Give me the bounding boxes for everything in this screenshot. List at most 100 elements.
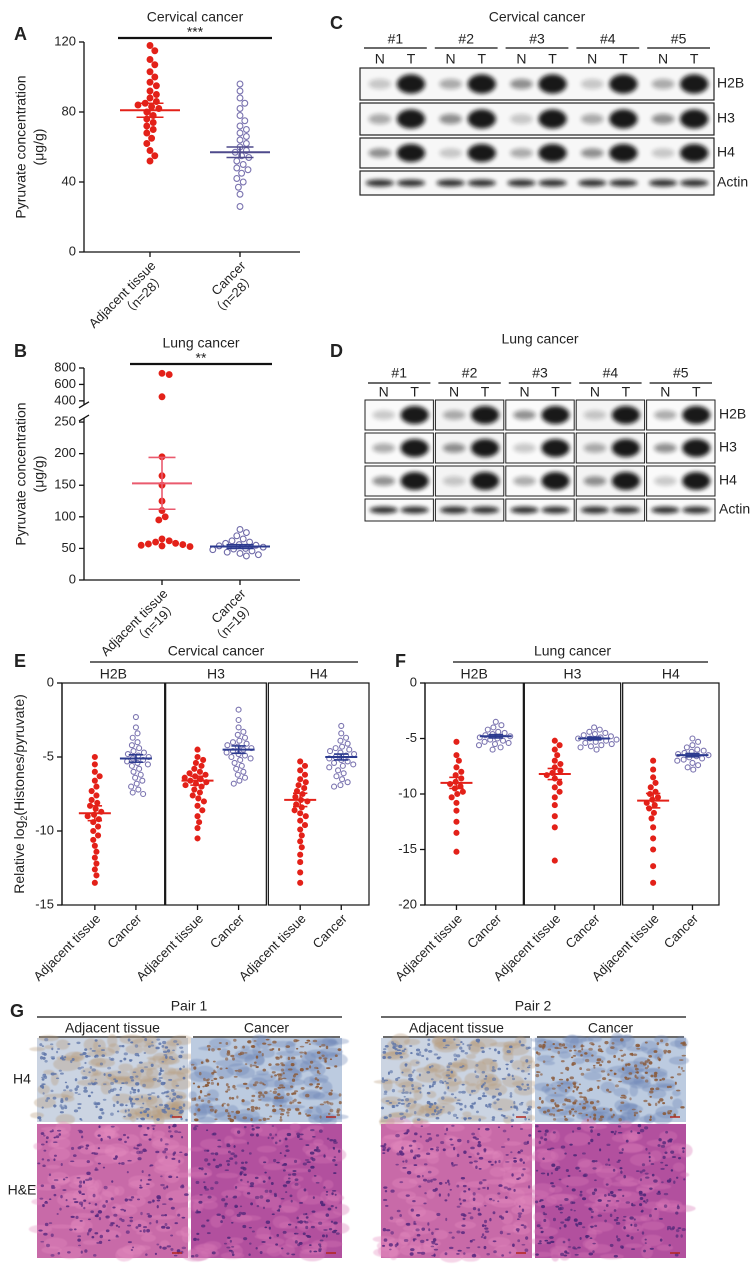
blot-band xyxy=(609,180,637,187)
tissue-nucleus xyxy=(66,1085,69,1088)
tissue-nucleus xyxy=(620,1096,624,1098)
tissue-nucleus xyxy=(596,1062,601,1064)
data-point xyxy=(685,765,690,770)
tissue-nucleus xyxy=(110,1113,114,1116)
data-point xyxy=(225,743,230,748)
tissue-texture xyxy=(259,1156,269,1165)
tissue-nucleus xyxy=(181,1184,184,1187)
tissue-nucleus xyxy=(399,1181,403,1183)
subplot-frame xyxy=(268,683,369,905)
tissue-nucleus xyxy=(140,1179,142,1181)
tissue-nucleus xyxy=(564,1198,568,1201)
data-point xyxy=(239,170,245,176)
tissue-nucleus xyxy=(517,1068,520,1070)
tissue-nucleus xyxy=(303,1232,306,1235)
tissue-nucleus xyxy=(453,1114,457,1117)
tissue-nucleus xyxy=(592,1106,596,1109)
tissue-nucleus xyxy=(600,1115,604,1118)
tissue-nucleus xyxy=(404,1239,409,1242)
tissue-texture xyxy=(673,1163,685,1172)
y-tick-label: -5 xyxy=(405,730,417,745)
tissue-nucleus xyxy=(494,1048,497,1051)
tissue-nucleus xyxy=(588,1048,592,1051)
subplot-title: H3 xyxy=(564,666,582,682)
tissue-nucleus xyxy=(429,1106,432,1108)
blot-band xyxy=(649,180,677,187)
tissue-texture xyxy=(298,1091,325,1100)
tissue-texture xyxy=(236,1067,255,1078)
tissue-nucleus xyxy=(204,1149,207,1151)
tissue-nucleus xyxy=(227,1086,230,1088)
data-point xyxy=(455,792,460,797)
tissue-nucleus xyxy=(620,1038,624,1041)
data-point xyxy=(237,137,243,143)
tissue-nucleus xyxy=(623,1216,626,1218)
tissue-nucleus xyxy=(384,1090,387,1093)
tissue-nucleus xyxy=(98,1163,101,1165)
tissue-nucleus xyxy=(618,1125,621,1127)
tissue-texture xyxy=(165,1145,190,1154)
tissue-nucleus xyxy=(454,1058,457,1061)
tissue-nucleus xyxy=(319,1129,323,1133)
data-point xyxy=(493,719,498,724)
tissue-nucleus xyxy=(495,1161,497,1164)
tissue-nucleus xyxy=(428,1050,432,1053)
tissue-texture xyxy=(644,1114,655,1124)
tissue-texture xyxy=(241,1045,250,1050)
tissue-nucleus xyxy=(501,1254,504,1256)
tissue-nucleus xyxy=(454,1078,456,1081)
tissue-nucleus xyxy=(43,1134,45,1136)
tissue-nucleus xyxy=(385,1190,388,1192)
tissue-nucleus xyxy=(474,1070,476,1073)
row-label: H2B xyxy=(719,406,746,422)
blot-band xyxy=(471,439,499,457)
tissue-nucleus xyxy=(518,1215,521,1218)
data-point xyxy=(147,57,153,63)
tissue-nucleus xyxy=(607,1200,611,1202)
tissue-nucleus xyxy=(130,1041,133,1043)
tissue-texture xyxy=(273,1216,291,1229)
tissue-nucleus xyxy=(88,1071,90,1073)
tissue-nucleus xyxy=(273,1159,276,1162)
tissue-nucleus xyxy=(610,1214,613,1217)
tissue-nucleus xyxy=(402,1085,406,1087)
tissue-nucleus xyxy=(98,1045,101,1047)
tissue-texture xyxy=(491,1099,516,1112)
data-point xyxy=(241,769,246,774)
data-point xyxy=(144,130,150,136)
tissue-nucleus xyxy=(199,1072,202,1076)
data-point xyxy=(298,777,303,782)
tissue-nucleus xyxy=(604,1220,607,1223)
data-point xyxy=(234,533,240,539)
tissue-nucleus xyxy=(661,1145,665,1148)
data-point xyxy=(552,795,557,800)
tissue-texture xyxy=(256,1227,270,1240)
tissue-nucleus xyxy=(579,1067,582,1070)
tissue-nucleus xyxy=(212,1251,216,1254)
lane-label: N xyxy=(516,51,526,67)
tissue-nucleus xyxy=(634,1224,638,1227)
tissue-nucleus xyxy=(521,1224,525,1226)
tissue-nucleus xyxy=(516,1086,519,1088)
tissue-texture xyxy=(55,1121,71,1134)
tissue-nucleus xyxy=(100,1235,103,1238)
tissue-nucleus xyxy=(556,1166,561,1169)
tissue-nucleus xyxy=(452,1165,456,1167)
tissue-nucleus xyxy=(128,1038,131,1041)
tissue-nucleus xyxy=(155,1106,157,1108)
tissue-nucleus xyxy=(453,1147,455,1151)
data-point xyxy=(210,547,216,553)
y-tick-label: 120 xyxy=(54,33,76,48)
data-point xyxy=(603,730,608,735)
tissue-nucleus xyxy=(498,1092,502,1096)
tissue-nucleus xyxy=(129,1217,133,1219)
tissue-nucleus xyxy=(527,1067,530,1069)
tissue-nucleus xyxy=(414,1164,418,1166)
tissue-nucleus xyxy=(561,1145,566,1148)
data-point xyxy=(244,553,250,559)
tissue-nucleus xyxy=(457,1139,461,1142)
tissue-texture xyxy=(585,1240,599,1250)
tissue-texture xyxy=(504,1141,522,1145)
tissue-nucleus xyxy=(42,1107,44,1109)
tissue-nucleus xyxy=(165,1046,168,1048)
